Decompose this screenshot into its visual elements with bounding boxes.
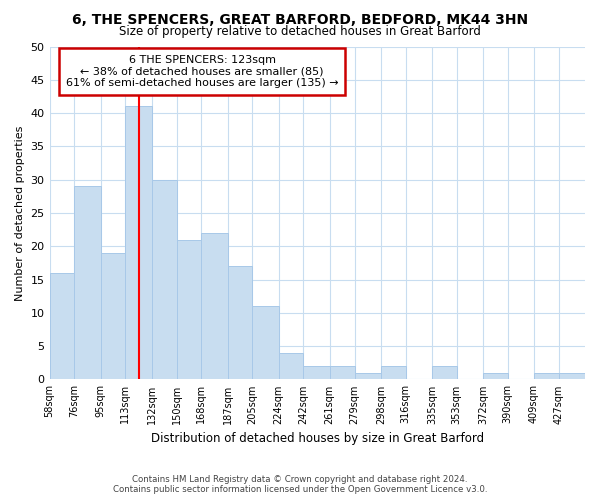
Bar: [50, 273, 74, 380]
Bar: [304, 366, 329, 380]
Bar: [202, 233, 227, 380]
Bar: [227, 266, 253, 380]
Text: Size of property relative to detached houses in Great Barford: Size of property relative to detached ho…: [119, 25, 481, 38]
Bar: [176, 240, 202, 380]
Text: Contains HM Land Registry data © Crown copyright and database right 2024.
Contai: Contains HM Land Registry data © Crown c…: [113, 474, 487, 494]
Bar: [74, 186, 101, 380]
Bar: [101, 253, 125, 380]
Text: 6 THE SPENCERS: 123sqm
← 38% of detached houses are smaller (85)
61% of semi-det: 6 THE SPENCERS: 123sqm ← 38% of detached…: [66, 55, 338, 88]
Bar: [559, 373, 585, 380]
Bar: [278, 353, 304, 380]
Bar: [483, 373, 508, 380]
Bar: [534, 373, 559, 380]
Bar: [329, 366, 355, 380]
Bar: [125, 106, 152, 380]
Bar: [432, 366, 457, 380]
Bar: [152, 180, 176, 380]
Bar: [381, 366, 406, 380]
Text: 6, THE SPENCERS, GREAT BARFORD, BEDFORD, MK44 3HN: 6, THE SPENCERS, GREAT BARFORD, BEDFORD,…: [72, 12, 528, 26]
Bar: [355, 373, 381, 380]
Bar: [253, 306, 278, 380]
Y-axis label: Number of detached properties: Number of detached properties: [15, 126, 25, 300]
X-axis label: Distribution of detached houses by size in Great Barford: Distribution of detached houses by size …: [151, 432, 484, 445]
